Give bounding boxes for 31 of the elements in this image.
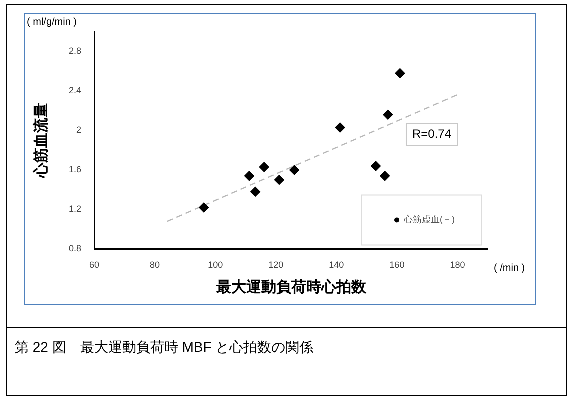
y-tick-label: 1.6 (68, 164, 82, 175)
x-axis-title: 最大運動負荷時心拍数 (215, 278, 368, 296)
x-tick-label: 180 (450, 260, 466, 270)
point (383, 110, 394, 120)
x-tick-label: 120 (268, 260, 284, 270)
point (371, 161, 382, 172)
y-tick-label: 2.8 (68, 46, 82, 56)
annotation: R=0.74 (412, 126, 452, 141)
y-tick-label: 2.4 (68, 86, 82, 96)
x-tick-label: 160 (390, 260, 405, 270)
x-tick-label: 100 (208, 260, 224, 270)
text: 第 22 図 最大運動負荷時 MBF と心拍数の関係 (15, 339, 314, 357)
y-tick-label: 1.2 (68, 204, 82, 214)
x-tick-label: 80 (150, 260, 160, 270)
y-axis-title: 心筋血流量 (32, 103, 50, 180)
point (290, 165, 300, 176)
point (244, 171, 254, 182)
point (335, 122, 346, 133)
y-tick-label: 2 (76, 125, 82, 136)
point (274, 175, 284, 186)
text: ( ml/g/min ) (27, 16, 77, 28)
point (380, 171, 390, 182)
point (199, 202, 210, 213)
point (250, 186, 261, 197)
point (259, 162, 270, 172)
x-tick-label: 60 (90, 260, 100, 270)
text: ( /min ) (494, 262, 526, 274)
point (395, 68, 406, 78)
legend-label: 心筋虚血(－) (403, 214, 455, 225)
y-tick-label: 0.8 (68, 244, 82, 254)
x-tick-label: 140 (329, 260, 344, 270)
